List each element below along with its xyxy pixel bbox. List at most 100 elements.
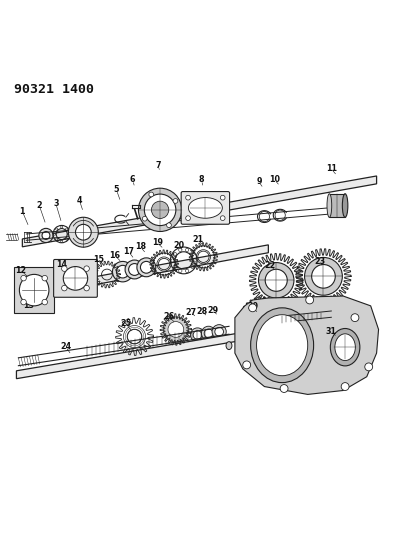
Ellipse shape (163, 317, 188, 342)
Ellipse shape (248, 305, 277, 335)
Circle shape (62, 266, 67, 271)
Circle shape (75, 224, 91, 240)
Text: 90321 1400: 90321 1400 (15, 84, 94, 96)
Text: 1: 1 (20, 207, 25, 216)
Text: 31: 31 (326, 327, 337, 336)
Ellipse shape (305, 257, 342, 295)
Ellipse shape (254, 311, 271, 328)
Text: 2: 2 (36, 201, 42, 210)
Text: 26: 26 (164, 312, 175, 321)
Polygon shape (235, 296, 378, 394)
Ellipse shape (212, 325, 226, 339)
Text: 19: 19 (152, 238, 163, 247)
Circle shape (243, 361, 251, 369)
Ellipse shape (19, 274, 49, 306)
Ellipse shape (204, 329, 213, 337)
Ellipse shape (42, 231, 50, 239)
Circle shape (42, 276, 47, 281)
Circle shape (149, 192, 154, 197)
Ellipse shape (226, 342, 232, 350)
Circle shape (341, 383, 349, 391)
FancyBboxPatch shape (181, 191, 229, 224)
FancyBboxPatch shape (54, 260, 97, 297)
Ellipse shape (258, 263, 294, 298)
Ellipse shape (141, 261, 152, 273)
Circle shape (144, 194, 176, 225)
Ellipse shape (215, 327, 224, 336)
Text: 7: 7 (155, 161, 161, 170)
Circle shape (84, 266, 89, 271)
Ellipse shape (256, 314, 308, 376)
Circle shape (42, 300, 47, 305)
Bar (15, 268, 54, 313)
Text: 13: 13 (24, 301, 34, 310)
Text: 21: 21 (193, 235, 204, 244)
Circle shape (249, 304, 256, 312)
Text: 8: 8 (199, 175, 204, 184)
Text: 9: 9 (256, 177, 261, 187)
Circle shape (62, 285, 67, 291)
Circle shape (186, 195, 190, 200)
Ellipse shape (342, 193, 348, 217)
Text: 12: 12 (15, 266, 27, 275)
Ellipse shape (117, 265, 129, 278)
Text: 29: 29 (208, 306, 219, 315)
Ellipse shape (312, 264, 335, 288)
Circle shape (139, 188, 182, 231)
Text: 15: 15 (93, 255, 104, 264)
Circle shape (220, 195, 225, 200)
Circle shape (365, 363, 372, 371)
Text: 28: 28 (197, 307, 208, 316)
Text: 6: 6 (130, 175, 135, 184)
Circle shape (351, 314, 359, 321)
Circle shape (306, 296, 314, 304)
Ellipse shape (201, 326, 216, 341)
Text: 17: 17 (123, 247, 134, 256)
Circle shape (280, 385, 288, 392)
Ellipse shape (265, 269, 287, 292)
Ellipse shape (193, 330, 202, 340)
Text: 14: 14 (56, 261, 67, 269)
Ellipse shape (129, 264, 141, 276)
Circle shape (142, 216, 147, 221)
Ellipse shape (137, 258, 156, 277)
Ellipse shape (39, 228, 53, 243)
Ellipse shape (327, 193, 332, 217)
Circle shape (21, 276, 26, 281)
Text: 23: 23 (314, 257, 325, 266)
Text: 20: 20 (173, 241, 184, 250)
Circle shape (220, 216, 225, 221)
Text: 27: 27 (186, 308, 197, 317)
Ellipse shape (188, 198, 222, 218)
Ellipse shape (113, 261, 133, 282)
Ellipse shape (63, 266, 88, 290)
Circle shape (173, 199, 178, 203)
Ellipse shape (125, 260, 144, 279)
Text: 3: 3 (53, 199, 58, 208)
Circle shape (84, 285, 89, 291)
Text: 25: 25 (120, 319, 132, 328)
Ellipse shape (190, 328, 205, 342)
Text: 24: 24 (60, 342, 71, 351)
Bar (329, 193, 345, 217)
Circle shape (21, 300, 26, 305)
Ellipse shape (251, 308, 314, 383)
Circle shape (186, 216, 190, 221)
Text: 16: 16 (109, 251, 120, 260)
Text: 10: 10 (269, 175, 280, 184)
Circle shape (151, 201, 169, 219)
Circle shape (68, 217, 98, 247)
Text: 18: 18 (135, 243, 146, 252)
Polygon shape (17, 334, 237, 378)
Text: 30: 30 (247, 302, 258, 311)
Text: 4: 4 (77, 196, 82, 205)
Polygon shape (23, 176, 376, 247)
Ellipse shape (330, 328, 360, 366)
Ellipse shape (335, 334, 356, 360)
Text: 5: 5 (114, 185, 119, 194)
Polygon shape (23, 245, 268, 298)
Circle shape (167, 223, 171, 228)
Text: 11: 11 (326, 164, 337, 173)
Text: 22: 22 (265, 261, 276, 270)
Ellipse shape (168, 321, 184, 337)
